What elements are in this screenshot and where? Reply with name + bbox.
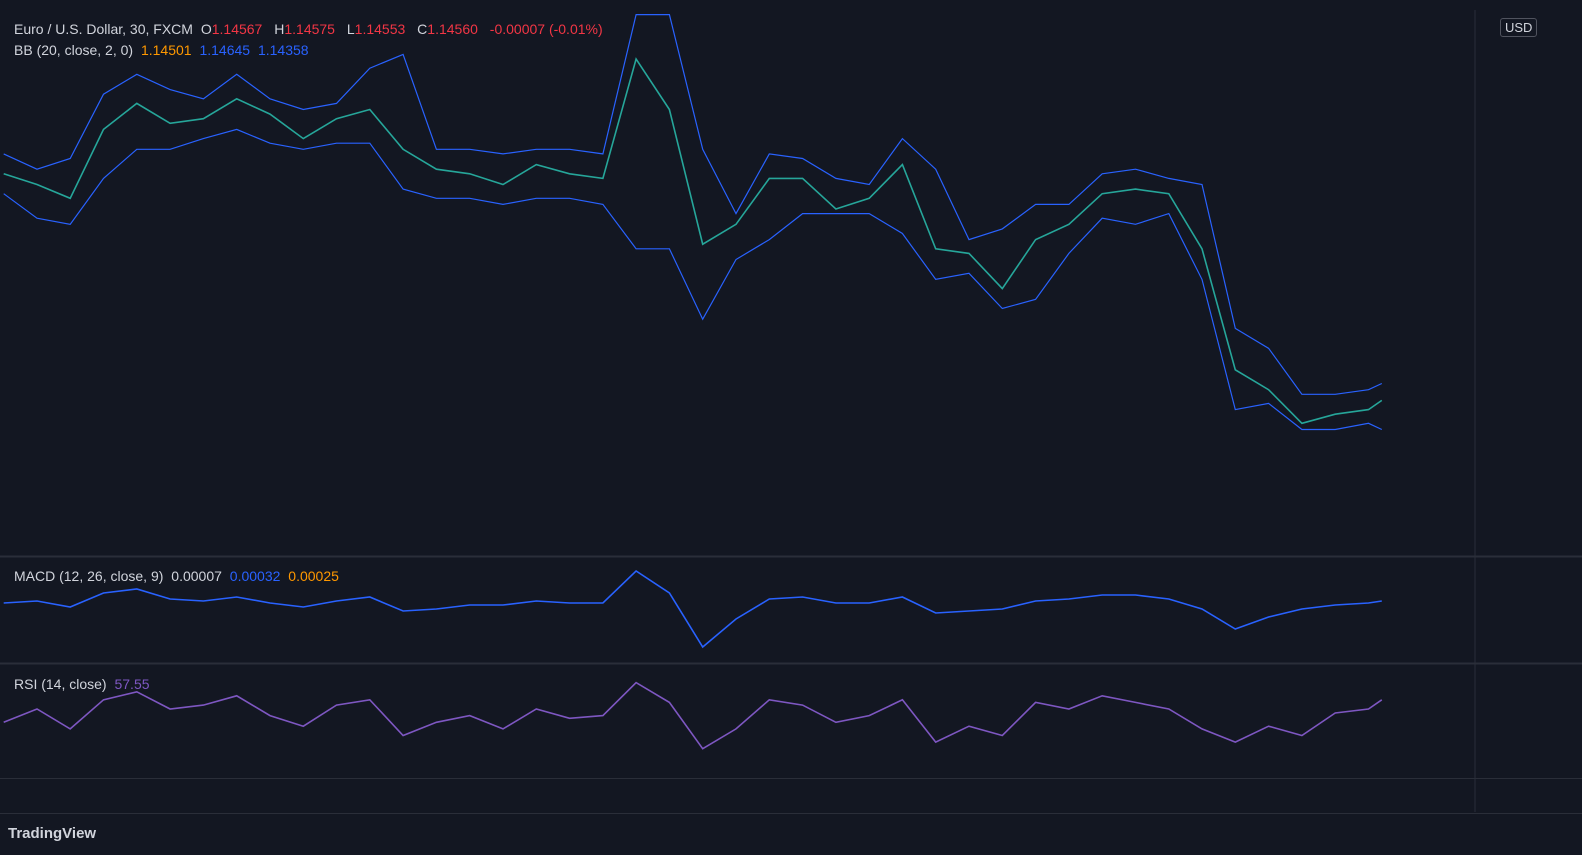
indicator-value: 0.00007 xyxy=(171,568,222,584)
series-line xyxy=(3,57,1383,425)
symbol: Euro / U.S. Dollar, 30, FXCM xyxy=(14,21,193,37)
bb-legend: BB (20, close, 2, 0) 1.14501 1.14645 1.1… xyxy=(14,42,313,58)
indicator-value: 0.00025 xyxy=(288,568,339,584)
ohlc-key: O xyxy=(200,21,212,37)
ohlc-value: 1.14560 xyxy=(427,21,478,37)
indicator-value: 57.55 xyxy=(114,676,150,692)
ohlc-open: O1.14567 xyxy=(201,21,267,37)
indicator-value: 0.00032 xyxy=(229,568,281,584)
change: -0.00007 (-0.01%) xyxy=(489,21,603,37)
series-line xyxy=(3,14,1383,395)
indicator-value: 1.14358 xyxy=(257,42,309,58)
series-line xyxy=(3,128,1383,431)
currency-button[interactable]: USD xyxy=(1500,18,1538,37)
ohlc-key: H xyxy=(274,21,285,37)
series-line xyxy=(3,569,1382,649)
ohlc-high: H1.14575 xyxy=(274,21,339,37)
marks-layer xyxy=(3,14,1383,750)
indicator-name: BB (20, close, 2, 0) xyxy=(14,42,134,58)
indicator-name: RSI (14, close) xyxy=(14,676,107,692)
ohlc-value: 1.14567 xyxy=(211,21,263,37)
series-line xyxy=(3,681,1383,750)
rsi-legend: RSI (14, close) 57.55 xyxy=(14,676,154,692)
macd-legend: MACD (12, 26, close, 9) 0.00007 0.00032 … xyxy=(14,568,343,584)
ohlc-value: 1.14553 xyxy=(354,21,406,37)
ohlc-key: C xyxy=(417,21,428,37)
indicator-name: MACD (12, 26, close, 9) xyxy=(14,568,164,584)
brand-logo[interactable]: TradingView xyxy=(8,825,97,842)
ohlc-key: L xyxy=(346,21,355,37)
indicator-value: 1.14501 xyxy=(140,42,192,58)
ohlc-value: 1.14575 xyxy=(284,21,335,37)
symbol-legend: Euro / U.S. Dollar, 30, FXCM O1.14567 H1… xyxy=(14,21,607,37)
ohlc-low: L1.14553 xyxy=(347,21,409,37)
ohlc-close: C1.14560 xyxy=(417,21,482,37)
indicator-value: 1.14645 xyxy=(199,42,251,58)
